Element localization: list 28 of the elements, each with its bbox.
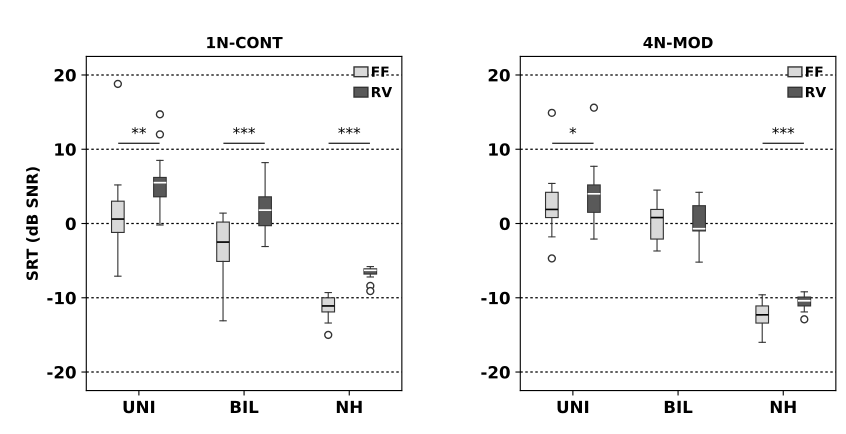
chart-title: 1N-CONT — [207, 36, 283, 48]
y-tick-label: 20 — [54, 68, 76, 82]
legend-label: RV — [806, 86, 826, 98]
x-tick-label: BIL — [664, 400, 692, 413]
y-tick-label: 10 — [489, 143, 510, 156]
annotation: *** — [233, 127, 256, 134]
y-tick-label: 20 — [488, 68, 510, 82]
annotation: ** — [132, 127, 146, 134]
legend-label: FF — [372, 66, 388, 77]
x-tick-label: BIL — [230, 400, 258, 413]
y-tick-label: -20 — [47, 366, 76, 379]
y-tick-label: 0 — [500, 217, 510, 230]
chart-title: 4N-MOD — [643, 36, 713, 48]
y-tick-label: -10 — [481, 292, 510, 304]
x-tick-label: UNI — [124, 400, 154, 414]
y-axis-title: SRT (dB SNR) — [26, 167, 40, 280]
x-tick-label: NH — [770, 400, 796, 413]
y-tick-label: -20 — [481, 366, 510, 379]
legend-label: RV — [372, 86, 392, 98]
x-tick-label: UNI — [558, 400, 588, 414]
y-tick-label: 10 — [55, 143, 76, 156]
annotation: *** — [338, 127, 360, 134]
y-tick-label: -10 — [47, 292, 76, 304]
y-tick-label: 0 — [66, 217, 76, 230]
annotation: * — [570, 127, 576, 134]
x-tick-label: NH — [336, 400, 362, 413]
legend-label: FF — [806, 66, 822, 77]
annotation: *** — [772, 127, 794, 134]
